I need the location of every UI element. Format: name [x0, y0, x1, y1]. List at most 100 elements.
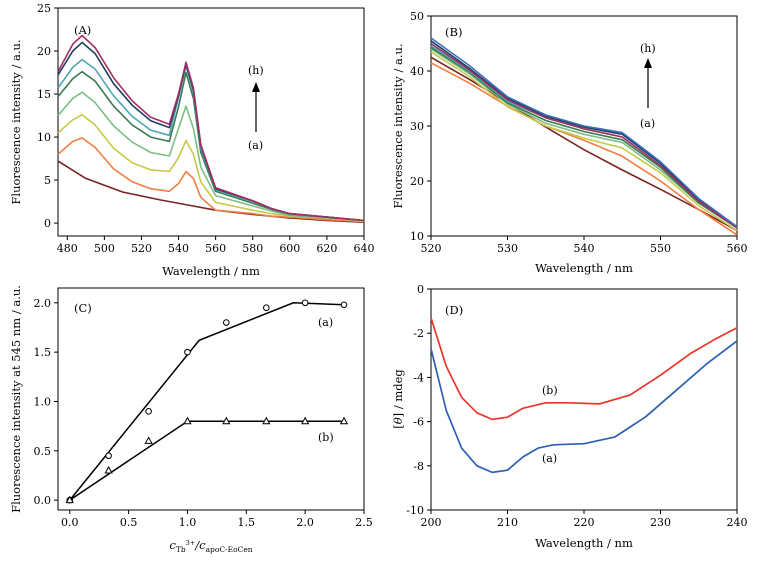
panel-a-x-axis-title: Wavelength / nm [162, 264, 260, 278]
panel-c-x-axis-title-sup: 3+ [186, 539, 196, 547]
panel-d-frame [430, 288, 738, 511]
x-tick-label: 600 [279, 242, 300, 255]
x-tick-label: 640 [354, 242, 375, 255]
panel-d-y-axis-title-post: ] / mdeg [391, 369, 405, 418]
x-tick-label: 0.0 [61, 516, 79, 529]
panel-a-y-axis-title: Fluorescence intensity / a.u. [9, 39, 23, 204]
panel-c-y-ticks: 0.0 0.5 1.0 1.5 2.0 [34, 297, 58, 507]
panel-a-arrow-top-label: (h) [248, 64, 264, 77]
panel-a-series [57, 34, 365, 223]
y-tick-label: 0 [44, 217, 51, 230]
y-tick-label: 1.0 [34, 395, 52, 408]
panel-c-series-b-label: (b) [318, 431, 334, 444]
y-tick-label: 40 [410, 65, 424, 78]
panel-c-point-b [222, 416, 231, 425]
x-tick-label: 1.5 [238, 516, 256, 529]
panel-c-point-b [144, 436, 153, 444]
panel-b-spectrum-line-5 [430, 46, 738, 229]
panel-c-x-axis-title-c: c [169, 538, 176, 552]
x-tick-label: 2.0 [296, 516, 314, 529]
panel-d-y-axis-title-theta: θ [391, 417, 405, 424]
x-tick-label: 240 [727, 516, 748, 529]
y-tick-label: -6 [413, 416, 424, 429]
panel-a-x-ticks: 480 500 520 540 560 580 600 620 640 [57, 236, 375, 255]
panel-d-series-b-label: (b) [542, 384, 558, 397]
panel-d-x-ticks: 200 210 220 230 240 [421, 510, 748, 529]
y-tick-label: 10 [410, 230, 424, 243]
panel-c-fit-line-a [69, 302, 345, 501]
panel-a-spectrum-line-3 [57, 113, 365, 223]
y-tick-label: 5 [44, 174, 51, 187]
x-tick-label: 520 [131, 242, 152, 255]
panel-b-arrow-bottom-label: (a) [640, 117, 655, 130]
panel-a-label: (A) [74, 23, 91, 37]
x-tick-label: 580 [242, 242, 263, 255]
panel-b-spectrum-line-6 [430, 45, 738, 229]
panel-b-y-axis-title: Fluorescence intensity / a.u. [391, 43, 405, 208]
x-tick-label: 210 [497, 516, 518, 529]
y-tick-label: 25 [37, 2, 51, 15]
y-tick-label: 1.5 [34, 346, 52, 359]
y-tick-label: -10 [406, 504, 424, 517]
panel-a-spectrum-line-1 [57, 160, 365, 223]
x-tick-label: 540 [574, 242, 595, 255]
panel-a-frame [57, 7, 365, 237]
x-tick-label: 230 [650, 516, 671, 529]
panel-b-x-axis-title: Wavelength / nm [535, 261, 633, 275]
y-tick-label: 0 [417, 283, 424, 296]
panel-c-label: (C) [74, 301, 92, 315]
panel-c-x-axis-title-sub1: Tb [176, 545, 186, 554]
panel-c-x-axis-title-sub2: apoC-EoCen [206, 545, 253, 554]
y-tick-label: -2 [413, 327, 424, 340]
panel-d-x-axis-title: Wavelength / nm [535, 536, 633, 550]
panel-c-point-b [262, 416, 271, 425]
panel-d-cd-line-a [430, 340, 738, 474]
panel-d-y-axis-title: [θ] / mdeg [391, 369, 405, 429]
panel-c-point-b [183, 416, 192, 425]
panel-a-spectrum-line-4 [57, 91, 365, 222]
panel-d-cd-line-b [430, 317, 738, 421]
panel-c-point-b [104, 465, 113, 474]
x-tick-label: 540 [168, 242, 189, 255]
panel-a-arrow-head [252, 82, 260, 92]
panel-d-series-a-label: (a) [542, 452, 557, 465]
y-tick-label: 0.0 [34, 494, 52, 507]
panel-b-spectrum-line-8 [430, 42, 738, 229]
panel-c-fit-line-b [69, 420, 344, 501]
panel-c-point-a [184, 348, 191, 356]
panel-c-x-axis-title: cTb3+/capoC-EoCen [169, 538, 252, 554]
panel-c-point-b [339, 416, 349, 425]
y-tick-label: 15 [37, 88, 51, 101]
panel-b-arrow-head [644, 58, 652, 68]
panel-a-spectrum-line-2 [57, 137, 365, 223]
x-tick-label: 200 [421, 516, 442, 529]
x-tick-label: 560 [727, 242, 748, 255]
panel-c-series-a-label: (a) [318, 316, 333, 329]
panel-b-spectrum-line-3 [430, 51, 738, 232]
panel-b: 520 530 540 550 560 10 20 30 40 50 (B) (h) (a) W… [391, 10, 748, 275]
panel-c-point-a [301, 299, 309, 307]
panel-a-arrow-bottom-label: (a) [248, 139, 263, 152]
panel-c-point-b [65, 495, 74, 504]
panel-d-series [430, 317, 738, 474]
panel-c-point-b [301, 416, 310, 425]
panel-d-label: (D) [445, 303, 463, 317]
y-tick-label: -8 [413, 460, 424, 473]
panel-c-series [65, 299, 349, 504]
panel-a: 480 500 520 540 560 580 600 620 640 0 5 10 15 20 25 (… [9, 2, 375, 278]
y-tick-label: 10 [37, 131, 51, 144]
panel-c-x-axis-title-slash: /c [194, 538, 206, 552]
y-tick-label: 20 [37, 45, 51, 58]
y-tick-label: 50 [410, 10, 424, 23]
x-tick-label: 220 [574, 516, 595, 529]
y-tick-label: 20 [410, 175, 424, 188]
panel-b-label: (B) [445, 25, 462, 39]
x-tick-label: 620 [316, 242, 337, 255]
y-tick-label: 30 [410, 120, 424, 133]
x-tick-label: 560 [205, 242, 226, 255]
panel-d-y-axis-title-pre: [ [391, 424, 405, 429]
x-tick-label: 550 [650, 242, 671, 255]
panel-d-y-ticks: 0 -2 -4 -6 -8 -10 [406, 283, 431, 517]
panel-b-series [430, 37, 738, 236]
